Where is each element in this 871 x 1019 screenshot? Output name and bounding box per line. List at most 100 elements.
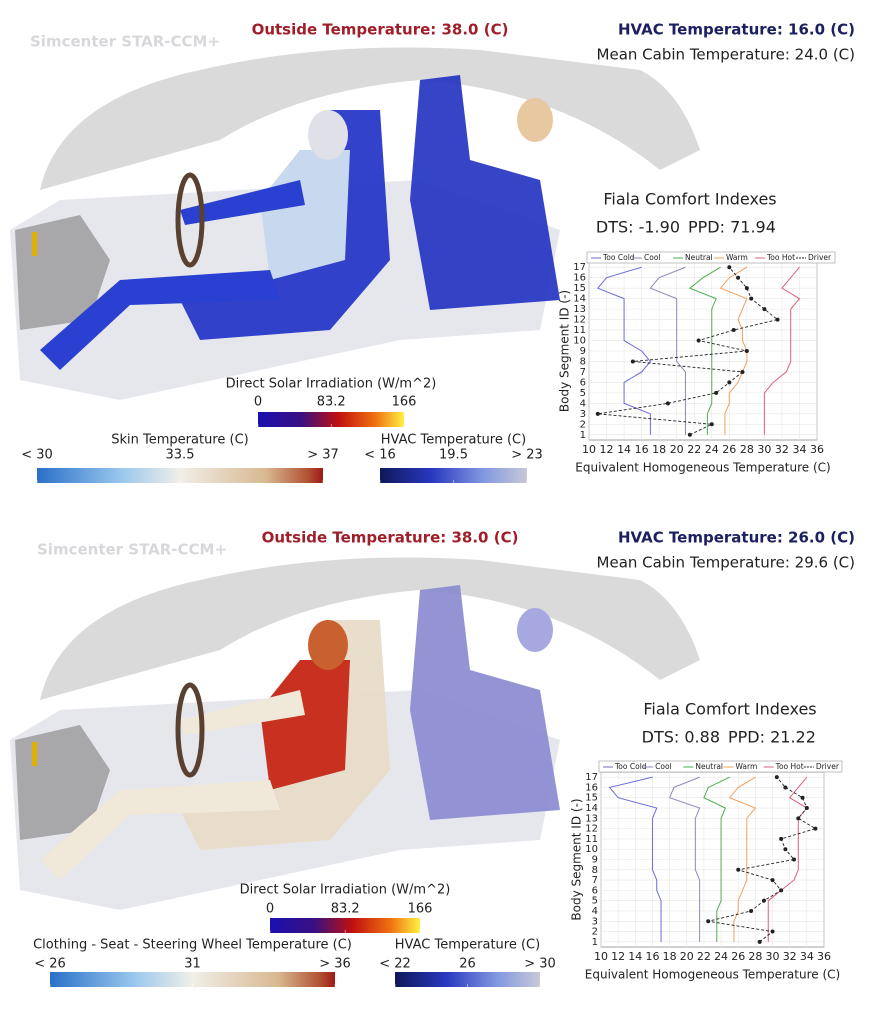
dash: [15, 725, 110, 840]
legend-label: Too Cold: [614, 762, 647, 771]
hvac-temperature: HVAC Temperature: 26.0 (C): [618, 529, 855, 547]
y-tick-label: 11: [573, 325, 586, 336]
driver-point: [665, 401, 670, 406]
dash-light: [32, 742, 37, 766]
colorbar: [270, 918, 420, 933]
driver-point: [796, 816, 801, 821]
y-tick-label: 2: [580, 419, 586, 430]
car-shell: [40, 47, 700, 190]
colorbar-tick-label: 19.5: [439, 448, 468, 463]
steering-wheel: [175, 172, 205, 268]
y-tick-label: 6: [580, 377, 586, 388]
y-tick-label: 17: [585, 772, 598, 783]
y-tick-label: 12: [585, 824, 598, 835]
x-tick-label: 10: [582, 443, 596, 456]
dash: [15, 215, 110, 330]
driver-leg: [40, 270, 280, 370]
y-tick-label: 10: [585, 844, 598, 855]
colorbar: [37, 468, 323, 483]
driver-point: [791, 857, 796, 862]
dts: DTS: 0.88: [642, 728, 720, 747]
driver-point: [744, 349, 749, 353]
y-tick-label: 5: [592, 896, 598, 907]
x-tick-label: 22: [697, 950, 711, 963]
x-tick-label: 24: [705, 443, 719, 456]
legend-label: Too Hot: [775, 762, 804, 771]
y-tick-label: 7: [592, 875, 598, 886]
colorbar-tick-label: 83.2: [317, 395, 346, 410]
y-tick-label: 17: [573, 262, 586, 273]
driver-point: [744, 286, 749, 291]
colorbar-title: Direct Solar Irradiation (W/m^2): [240, 883, 451, 898]
x-tick-label: 36: [810, 443, 824, 456]
colorbar-tick-label: < 30: [21, 448, 53, 463]
x-tick-label: 26: [731, 950, 745, 963]
y-tick-label: 13: [585, 813, 598, 824]
driver-point: [727, 265, 732, 270]
legend-label: Cool: [655, 762, 672, 771]
cabin-temperature: Mean Cabin Temperature: 24.0 (C): [597, 46, 855, 64]
colorbar-title: HVAC Temperature (C): [395, 938, 540, 953]
y-tick-label: 15: [585, 793, 598, 804]
driver-point: [779, 836, 784, 841]
driver-point: [696, 338, 701, 343]
y-tick-label: 4: [580, 398, 586, 409]
x-tick-label: 14: [628, 950, 642, 963]
y-axis-label: Body Segment ID (-): [558, 290, 572, 412]
driver-point: [804, 806, 809, 811]
driver-point: [731, 328, 736, 333]
y-tick-label: 5: [580, 388, 586, 399]
y-tick-label: 15: [573, 283, 586, 294]
driver-point: [706, 919, 711, 924]
steering-wheel: [175, 682, 205, 778]
driver-point: [774, 775, 779, 780]
colorbar: [50, 972, 335, 987]
driver-leg: [40, 780, 280, 880]
rear-head: [517, 98, 553, 142]
colorbar-tick-label: < 26: [34, 957, 66, 972]
y-tick-label: 8: [580, 356, 586, 367]
series-line: [703, 776, 730, 942]
y-tick-label: 1: [592, 937, 598, 948]
colorbar-tick-label: > 36: [319, 957, 351, 972]
colorbar-tick-label: > 37: [307, 448, 339, 463]
colorbar: [258, 412, 404, 427]
x-tick-label: 18: [663, 950, 677, 963]
colorbar-tick-label: 0: [266, 902, 274, 917]
driver-point: [783, 785, 788, 790]
y-tick-label: 10: [573, 336, 586, 347]
y-tick-label: 3: [580, 409, 586, 420]
series-line: [668, 776, 701, 942]
colorbar-tick-label: < 16: [364, 448, 396, 463]
driver-point: [630, 359, 635, 364]
hvac-temperature: HVAC Temperature: 16.0 (C): [618, 21, 855, 39]
legend-label: Too Cold: [602, 253, 635, 262]
legend: [586, 251, 836, 264]
driver-torso: [260, 150, 350, 280]
driver-point: [727, 380, 732, 385]
y-tick-label: 8: [592, 865, 598, 876]
driver-point: [813, 826, 818, 831]
driver-point: [783, 847, 788, 852]
legend-label: Cool: [644, 253, 661, 262]
x-tick-label: 20: [680, 950, 694, 963]
y-tick-label: 3: [592, 916, 598, 927]
series-line: [688, 266, 721, 435]
rear-head: [517, 608, 553, 652]
y-tick-label: 16: [573, 273, 586, 284]
x-tick-label: 12: [600, 443, 614, 456]
driver-point: [687, 432, 692, 437]
x-tick-label: 14: [617, 443, 631, 456]
legend-label: Warm: [726, 253, 748, 262]
driver-point: [749, 908, 754, 913]
driver-point: [775, 317, 780, 322]
series-line: [596, 266, 652, 435]
cabin-temperature: Mean Cabin Temperature: 29.6 (C): [597, 554, 855, 572]
colorbar-title: HVAC Temperature (C): [381, 433, 526, 448]
x-tick-label: 30: [757, 443, 771, 456]
comfort-title: Fiala Comfort Indexes: [603, 190, 776, 209]
driver-point: [736, 275, 741, 280]
y-tick-label: 14: [573, 294, 586, 305]
x-tick-label: 32: [783, 950, 797, 963]
